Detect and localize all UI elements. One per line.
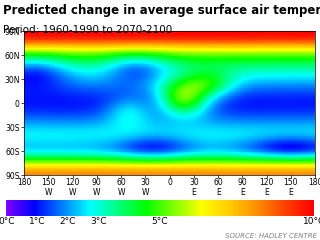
Text: 3°C: 3°C: [90, 217, 107, 226]
Text: 90: 90: [92, 178, 102, 187]
Text: 120: 120: [65, 178, 80, 187]
Text: W: W: [69, 188, 76, 197]
Text: 90: 90: [237, 178, 247, 187]
Text: 2°C: 2°C: [60, 217, 76, 226]
Text: 30: 30: [140, 178, 150, 187]
Text: W: W: [44, 188, 52, 197]
Text: W: W: [117, 188, 125, 197]
Text: 180: 180: [17, 178, 31, 187]
Text: 60: 60: [213, 178, 223, 187]
Text: 5°C: 5°C: [152, 217, 168, 226]
Text: Predicted change in average surface air temperature: Predicted change in average surface air …: [3, 4, 320, 17]
Text: W: W: [93, 188, 100, 197]
Text: E: E: [240, 188, 245, 197]
Text: 120: 120: [260, 178, 274, 187]
Text: 150: 150: [41, 178, 55, 187]
Text: 1°C: 1°C: [29, 217, 45, 226]
Text: E: E: [289, 188, 293, 197]
Text: SOURCE: HADLEY CENTRE: SOURCE: HADLEY CENTRE: [225, 233, 317, 239]
Text: E: E: [216, 188, 220, 197]
Text: 150: 150: [284, 178, 298, 187]
Text: Period: 1960-1990 to 2070-2100: Period: 1960-1990 to 2070-2100: [3, 25, 172, 35]
Text: 180: 180: [308, 178, 320, 187]
Text: E: E: [191, 188, 196, 197]
Text: 10°C: 10°C: [302, 217, 320, 226]
Text: W: W: [141, 188, 149, 197]
Text: 0: 0: [167, 178, 172, 187]
Text: 60: 60: [116, 178, 126, 187]
Text: E: E: [264, 188, 269, 197]
Text: 30: 30: [189, 178, 199, 187]
Text: 0°C: 0°C: [0, 217, 15, 226]
